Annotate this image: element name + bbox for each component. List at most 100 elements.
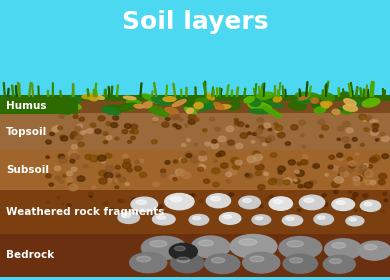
Circle shape	[105, 165, 114, 172]
Circle shape	[200, 151, 206, 155]
Ellipse shape	[279, 237, 322, 259]
Circle shape	[338, 157, 343, 161]
Circle shape	[355, 209, 357, 211]
Ellipse shape	[199, 240, 213, 246]
Circle shape	[255, 164, 264, 170]
FancyArrow shape	[7, 88, 9, 96]
Circle shape	[303, 155, 308, 159]
Circle shape	[194, 118, 199, 121]
Circle shape	[355, 176, 362, 181]
FancyArrow shape	[220, 88, 222, 96]
Circle shape	[92, 186, 96, 189]
Circle shape	[329, 155, 335, 159]
Ellipse shape	[191, 236, 230, 258]
Circle shape	[146, 206, 149, 208]
Circle shape	[234, 118, 238, 121]
Ellipse shape	[296, 95, 313, 103]
FancyArrow shape	[213, 89, 214, 96]
Circle shape	[235, 160, 242, 165]
Ellipse shape	[169, 243, 197, 260]
Bar	[0, 190, 390, 234]
Circle shape	[367, 118, 371, 121]
Ellipse shape	[178, 97, 195, 107]
FancyArrow shape	[195, 87, 196, 96]
Circle shape	[198, 167, 204, 171]
Ellipse shape	[323, 255, 355, 273]
Circle shape	[294, 179, 297, 181]
Ellipse shape	[211, 197, 220, 201]
FancyArrow shape	[38, 86, 39, 96]
Ellipse shape	[323, 101, 332, 106]
Circle shape	[345, 200, 349, 202]
Ellipse shape	[312, 104, 323, 109]
Circle shape	[366, 206, 370, 210]
Circle shape	[248, 132, 251, 135]
Circle shape	[75, 135, 83, 140]
Ellipse shape	[195, 98, 209, 103]
FancyArrow shape	[19, 83, 20, 96]
Circle shape	[257, 136, 260, 138]
Circle shape	[346, 128, 353, 133]
FancyArrow shape	[140, 83, 142, 96]
Circle shape	[200, 165, 206, 169]
FancyArrow shape	[212, 87, 213, 96]
Circle shape	[378, 180, 385, 185]
Ellipse shape	[295, 92, 320, 99]
Circle shape	[363, 117, 369, 122]
FancyArrow shape	[15, 85, 17, 96]
Circle shape	[77, 124, 83, 128]
Circle shape	[214, 160, 217, 162]
Circle shape	[132, 198, 137, 202]
Circle shape	[383, 192, 387, 195]
Circle shape	[360, 207, 366, 211]
Circle shape	[257, 118, 264, 122]
Ellipse shape	[287, 241, 303, 247]
Circle shape	[259, 205, 263, 208]
Circle shape	[372, 128, 378, 132]
FancyArrow shape	[186, 87, 187, 96]
Circle shape	[371, 130, 378, 136]
Ellipse shape	[223, 215, 232, 218]
Circle shape	[122, 130, 128, 134]
Circle shape	[360, 143, 364, 146]
Ellipse shape	[114, 103, 138, 111]
FancyArrow shape	[360, 88, 362, 96]
Circle shape	[353, 176, 360, 181]
Ellipse shape	[194, 102, 203, 109]
FancyArrow shape	[96, 90, 97, 96]
FancyArrow shape	[94, 83, 97, 96]
Circle shape	[50, 132, 55, 136]
FancyArrow shape	[263, 83, 265, 96]
Circle shape	[299, 120, 305, 125]
Circle shape	[191, 194, 195, 196]
Circle shape	[260, 137, 266, 141]
Ellipse shape	[142, 94, 162, 104]
Circle shape	[46, 156, 50, 158]
Circle shape	[67, 204, 71, 207]
Circle shape	[337, 153, 343, 157]
Ellipse shape	[332, 242, 346, 248]
Circle shape	[252, 132, 257, 136]
Circle shape	[58, 182, 61, 184]
Circle shape	[255, 129, 263, 134]
FancyArrow shape	[205, 81, 206, 96]
Circle shape	[213, 182, 219, 187]
Ellipse shape	[288, 102, 306, 110]
FancyArrow shape	[259, 86, 260, 96]
Circle shape	[71, 132, 77, 136]
Circle shape	[153, 120, 157, 122]
Circle shape	[315, 197, 318, 199]
FancyArrow shape	[116, 85, 119, 96]
Ellipse shape	[214, 102, 224, 109]
FancyArrow shape	[18, 82, 20, 96]
Circle shape	[363, 180, 367, 183]
Circle shape	[363, 171, 369, 176]
FancyArrow shape	[261, 89, 262, 96]
Circle shape	[72, 134, 76, 137]
Ellipse shape	[137, 256, 151, 262]
Circle shape	[101, 160, 105, 163]
Circle shape	[205, 142, 210, 146]
Circle shape	[374, 120, 378, 123]
Circle shape	[98, 116, 105, 121]
Ellipse shape	[150, 241, 167, 247]
